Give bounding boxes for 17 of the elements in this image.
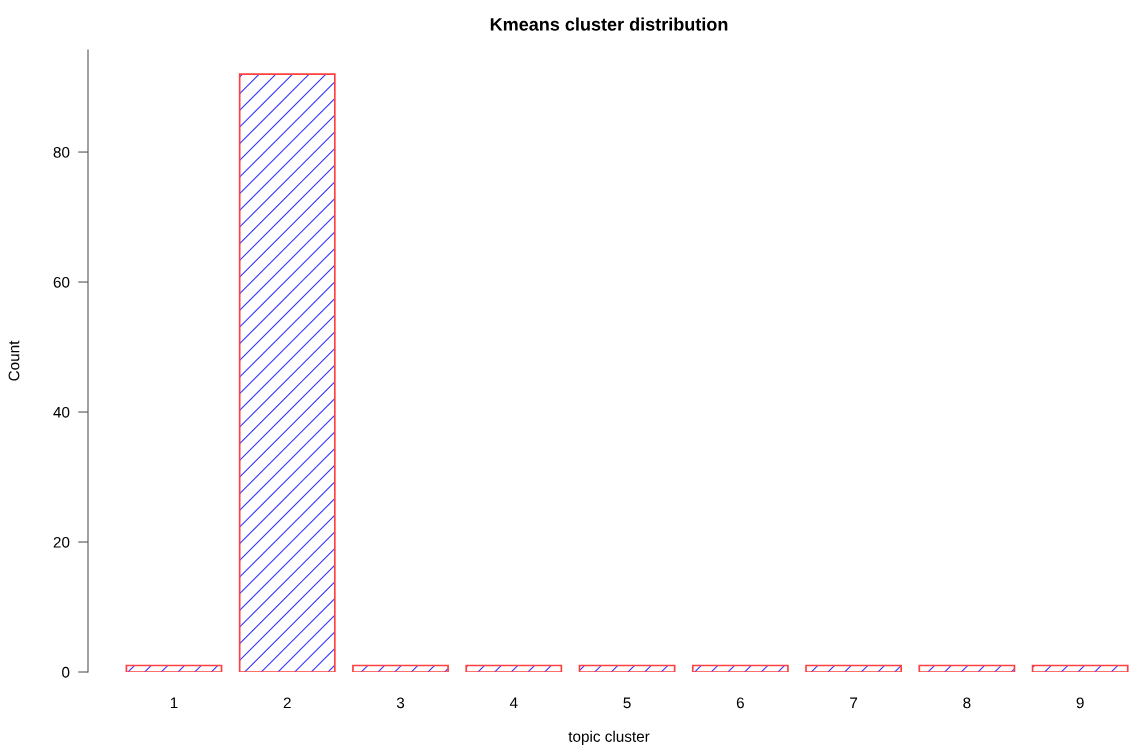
x-tick-label: 8	[963, 697, 971, 709]
y-tick-label: 60	[53, 276, 70, 288]
y-axis-title: Count	[8, 340, 20, 381]
x-tick-label: 1	[170, 697, 178, 709]
x-tick-label: 2	[283, 697, 291, 709]
chart-title: Kmeans cluster distribution	[490, 17, 728, 31]
y-tick-label: 40	[53, 406, 70, 418]
y-tick-label: 20	[53, 536, 70, 548]
x-tick-label: 6	[736, 697, 744, 709]
x-tick-label: 3	[396, 697, 405, 709]
x-tick-label: 7	[850, 697, 858, 709]
x-tick-label: 9	[1076, 697, 1084, 709]
x-tick-label: 5	[623, 697, 631, 709]
y-tick-label: 80	[53, 146, 70, 158]
x-tick-label: 4	[509, 697, 518, 709]
x-axis-title: topic cluster	[568, 730, 650, 745]
y-tick-label: 0	[62, 666, 70, 678]
